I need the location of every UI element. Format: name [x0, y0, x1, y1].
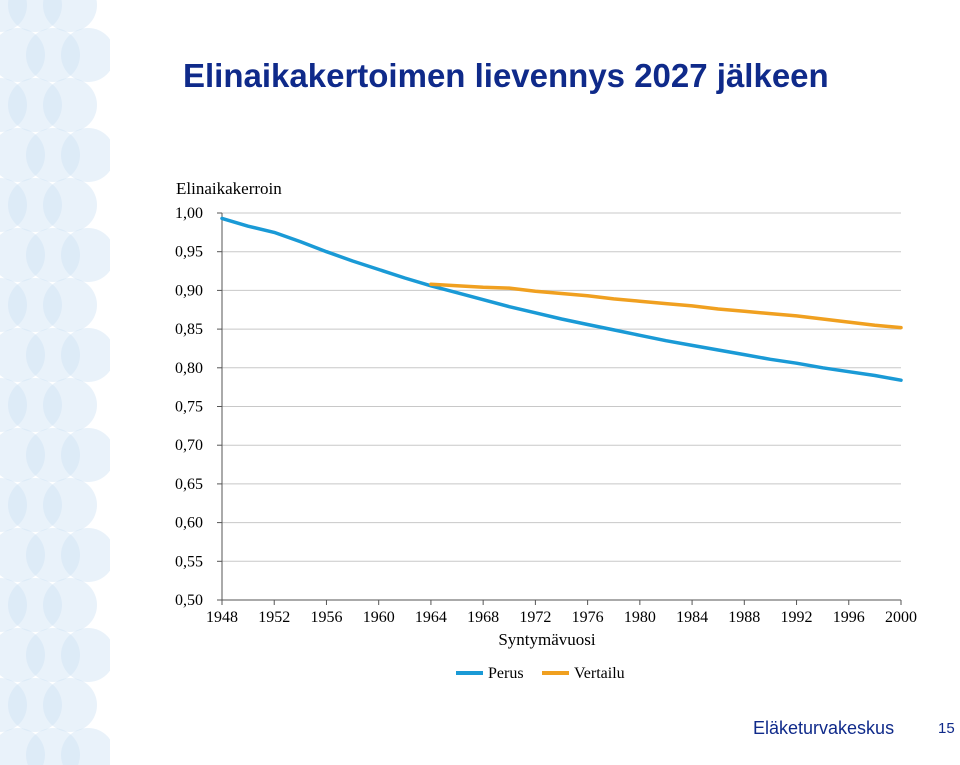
y-tick-label: 0,75 [175, 399, 203, 416]
decorative-circle [43, 378, 97, 432]
x-tick-label: 1972 [519, 609, 551, 626]
x-tick-label: 1964 [415, 609, 447, 626]
x-tick-label: 1984 [676, 609, 708, 626]
decorative-circle [26, 328, 80, 382]
x-tick-label: 1956 [310, 609, 342, 626]
decorative-circle [8, 0, 62, 32]
y-tick-label: 0,80 [175, 360, 203, 377]
x-tick-label: 1988 [728, 609, 760, 626]
decorative-circle [26, 128, 80, 182]
decorative-circle [0, 578, 27, 632]
x-tick-label: 1960 [363, 609, 395, 626]
decorative-circle [8, 678, 62, 732]
decorative-circle [0, 78, 27, 132]
y-tick-label: 0,85 [175, 321, 203, 338]
y-tick-label: 0,70 [175, 437, 203, 454]
x-tick-label: 1952 [258, 609, 290, 626]
decorative-circle [8, 278, 62, 332]
decorative-circle [0, 478, 27, 532]
decorative-circle [26, 28, 80, 82]
x-tick-label: 1976 [572, 609, 604, 626]
decorative-circle [0, 228, 45, 282]
legend: Perus Vertailu [456, 665, 625, 682]
x-tick-label: 1980 [624, 609, 656, 626]
x-tick-label: 1948 [206, 609, 238, 626]
decorative-circle [0, 628, 45, 682]
decorative-circle [0, 0, 27, 32]
grid-lines [222, 212, 901, 562]
decorative-circles-background [0, 0, 110, 765]
decorative-circle [61, 28, 110, 82]
legend-label-perus: Perus [488, 665, 524, 682]
x-tick-label: 1968 [467, 609, 499, 626]
decorative-circle [61, 528, 110, 582]
decorative-circle [43, 0, 97, 32]
decorative-circle [0, 178, 27, 232]
decorative-circle [0, 378, 27, 432]
decorative-circle [43, 678, 97, 732]
decorative-circle [0, 428, 45, 482]
x-tick-label: 1996 [833, 609, 865, 626]
decorative-circle [8, 578, 62, 632]
decorative-circle [43, 178, 97, 232]
legend-label-vertailu: Vertailu [574, 665, 625, 682]
y-tick-label: 0,60 [175, 515, 203, 532]
x-tick-label: 2000 [885, 609, 917, 626]
decorative-circle [43, 578, 97, 632]
slide-title: Elinaikakertoimen lievennys 2027 jälkeen [183, 57, 829, 94]
y-tick-label: 0,55 [175, 553, 203, 570]
y-tick-label: 0,90 [175, 282, 203, 299]
decorative-circle [61, 428, 110, 482]
series-lines [220, 216, 903, 382]
decorative-circle [43, 278, 97, 332]
decorative-circle [43, 478, 97, 532]
decorative-circle [43, 78, 97, 132]
footer-organization: Eläketurvakeskus [753, 718, 895, 738]
y-tick-label: 0,50 [175, 592, 203, 609]
x-tick-label: 1992 [781, 609, 813, 626]
decorative-circle [26, 628, 80, 682]
y-axis-ticks: 1,00 0,95 0,90 0,85 0,80 0,75 0,70 0,65 0,60 0,55… [175, 205, 222, 609]
decorative-circle [61, 628, 110, 682]
series-line-perus [220, 216, 903, 382]
decorative-circle [8, 478, 62, 532]
decorative-circle [0, 728, 45, 765]
decorative-circle [26, 228, 80, 282]
decorative-circle [61, 228, 110, 282]
y-tick-label: 0,95 [175, 244, 203, 261]
decorative-circle [26, 528, 80, 582]
x-axis-ticks: 1948 1952 1956 1960 1964 1968 1972 1976 1980 1984… [206, 600, 917, 626]
decorative-circle [61, 328, 110, 382]
decorative-circle [26, 728, 80, 765]
decorative-circle [0, 328, 45, 382]
decorative-circle [26, 428, 80, 482]
y-tick-label: 0,65 [175, 476, 203, 493]
decorative-circle [0, 278, 27, 332]
page-number: 15 [938, 720, 955, 737]
decorative-circle [61, 728, 110, 765]
y-tick-label: 1,00 [175, 205, 203, 222]
decorative-circle [0, 528, 45, 582]
y-axis-title: Elinaikakerroin [176, 179, 282, 198]
decorative-circle [61, 128, 110, 182]
decorative-circle [8, 78, 62, 132]
decorative-circle [8, 178, 62, 232]
series-line-vertailu [429, 282, 903, 330]
decorative-circle [8, 378, 62, 432]
decorative-circle [0, 678, 27, 732]
decorative-circle [0, 28, 45, 82]
x-axis-title: Syntymävuosi [498, 630, 596, 649]
decorative-circle [0, 128, 45, 182]
